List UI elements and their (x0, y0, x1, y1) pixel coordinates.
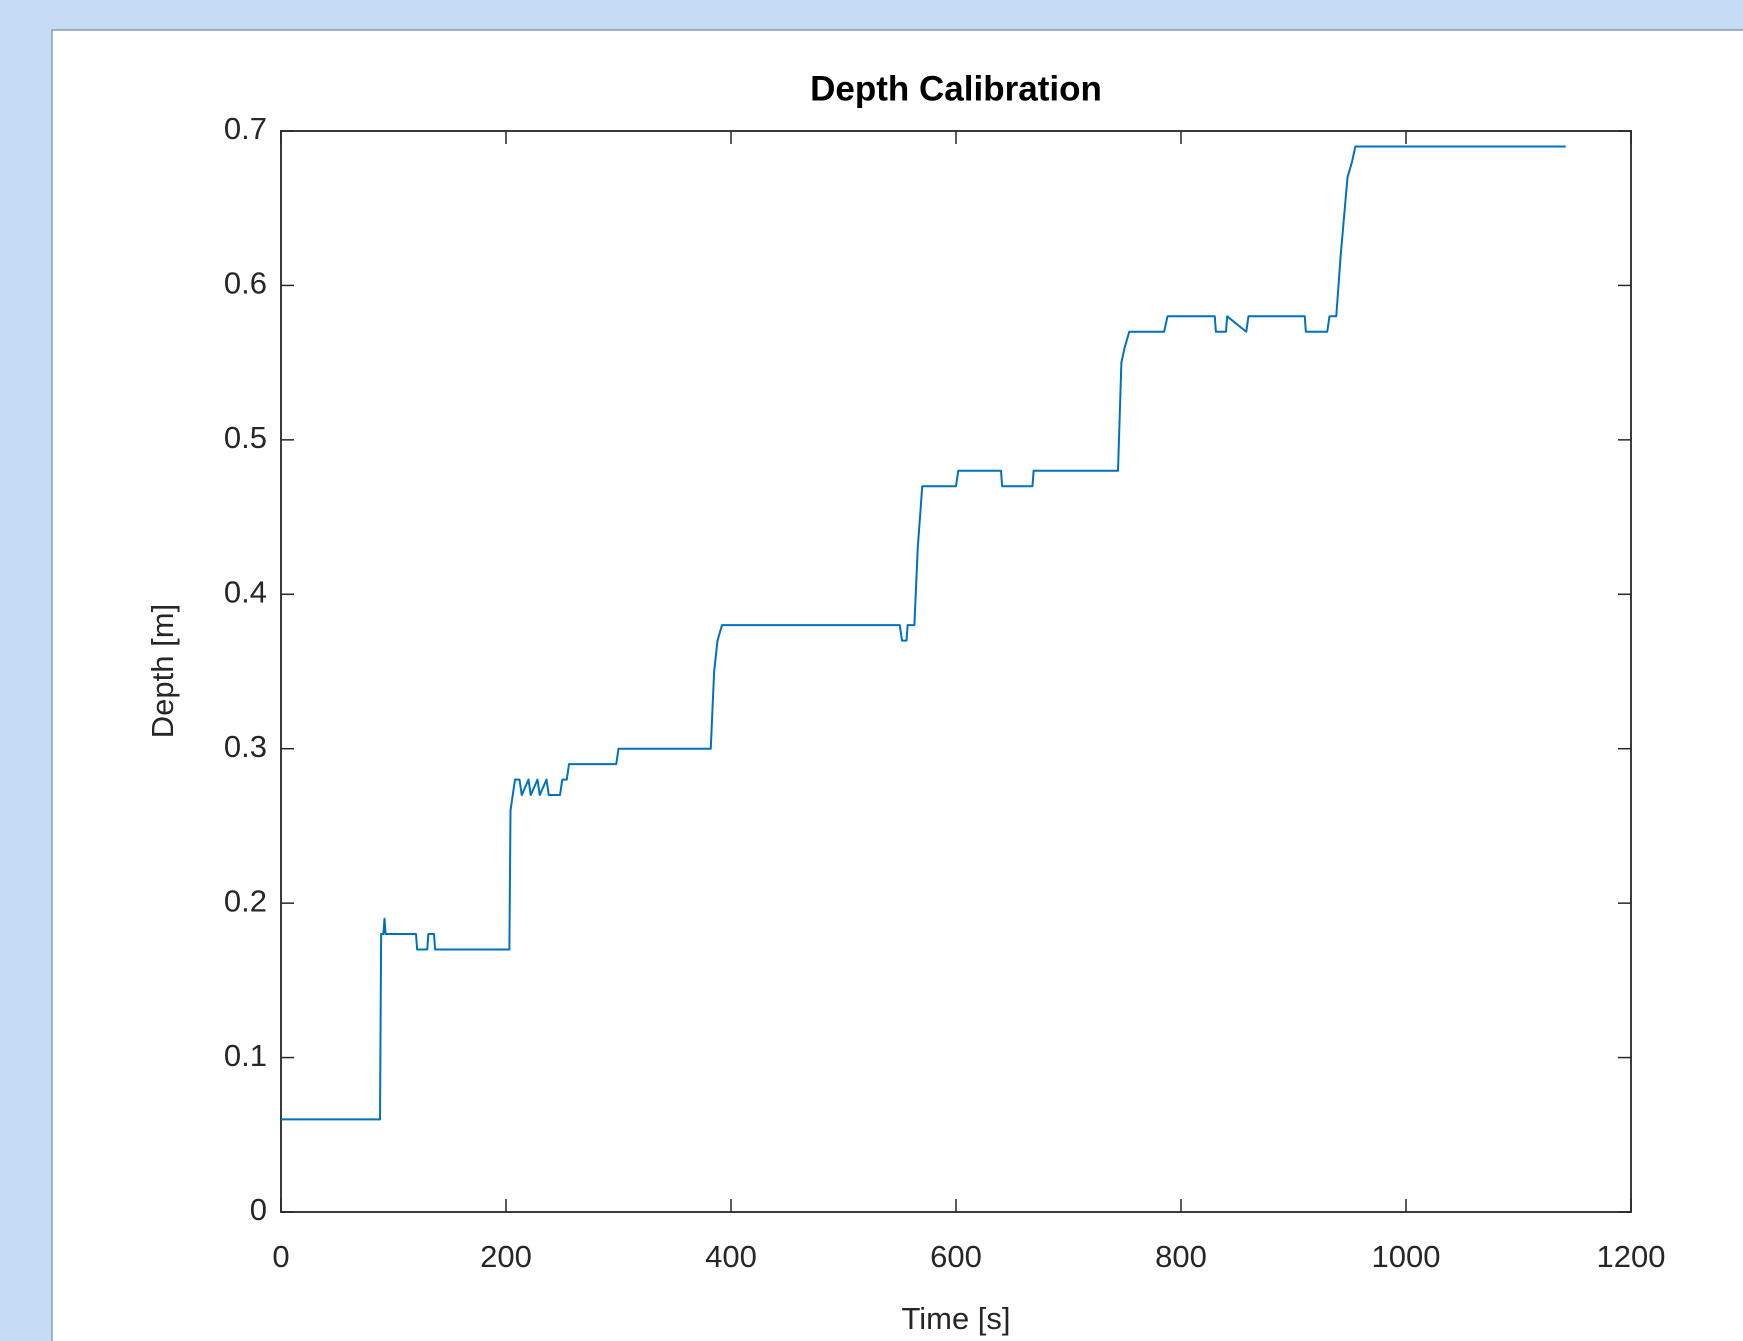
y-tick-label: 0.4 (224, 574, 267, 609)
y-tick-label: 0.3 (224, 729, 267, 764)
x-tick-label: 600 (930, 1239, 982, 1274)
x-axis-label: Time [s] (901, 1301, 1010, 1336)
figure-panel (51, 29, 1743, 1341)
y-axis-label: Depth [m] (145, 604, 180, 738)
x-tick-label: 200 (480, 1239, 532, 1274)
x-tick-label: 1200 (1597, 1239, 1666, 1274)
y-tick-label: 0.2 (224, 883, 267, 918)
y-tick-label: 0.6 (224, 266, 267, 301)
x-tick-label: 1000 (1372, 1239, 1441, 1274)
axes-box (280, 130, 1632, 1213)
chart-title: Depth Calibration (810, 69, 1102, 108)
x-tick-label: 400 (705, 1239, 757, 1274)
x-tick-label: 0 (272, 1239, 289, 1274)
y-tick-label: 0 (250, 1192, 267, 1227)
x-tick-label: 800 (1155, 1239, 1207, 1274)
y-tick-label: 0.1 (224, 1038, 267, 1073)
y-tick-label: 0.7 (224, 111, 267, 146)
data-line (281, 145, 1566, 1121)
y-tick-label: 0.5 (224, 420, 267, 455)
